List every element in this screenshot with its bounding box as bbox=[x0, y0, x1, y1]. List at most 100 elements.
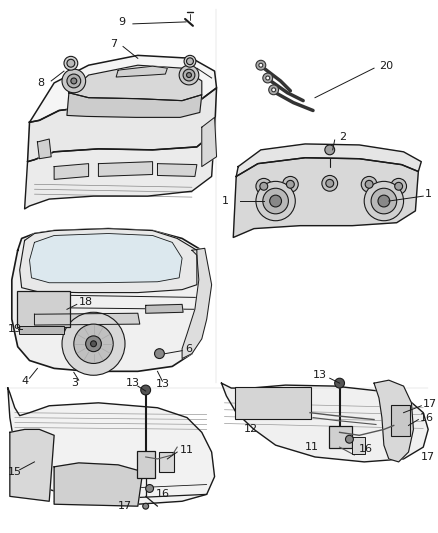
Polygon shape bbox=[29, 55, 216, 122]
Circle shape bbox=[263, 188, 288, 214]
Circle shape bbox=[155, 349, 164, 359]
Text: 13: 13 bbox=[155, 379, 170, 389]
Circle shape bbox=[62, 312, 125, 375]
Circle shape bbox=[256, 181, 295, 221]
Text: 13: 13 bbox=[126, 378, 140, 388]
Polygon shape bbox=[158, 164, 197, 176]
Circle shape bbox=[256, 60, 266, 70]
Circle shape bbox=[365, 180, 373, 188]
FancyBboxPatch shape bbox=[235, 387, 311, 418]
Circle shape bbox=[326, 180, 334, 187]
Circle shape bbox=[364, 181, 403, 221]
Polygon shape bbox=[69, 65, 202, 101]
Polygon shape bbox=[28, 88, 216, 161]
Circle shape bbox=[74, 324, 113, 364]
Circle shape bbox=[91, 341, 96, 347]
Circle shape bbox=[391, 179, 406, 194]
Polygon shape bbox=[116, 66, 167, 77]
Text: 12: 12 bbox=[244, 424, 258, 434]
Polygon shape bbox=[236, 144, 421, 176]
Circle shape bbox=[269, 85, 279, 95]
Circle shape bbox=[371, 188, 397, 214]
Text: 13: 13 bbox=[313, 370, 327, 380]
Text: 16: 16 bbox=[420, 413, 434, 423]
Text: 4: 4 bbox=[21, 376, 29, 386]
Circle shape bbox=[263, 73, 273, 83]
Polygon shape bbox=[233, 158, 418, 238]
Circle shape bbox=[378, 195, 390, 207]
Circle shape bbox=[256, 179, 272, 194]
Text: 11: 11 bbox=[305, 442, 319, 452]
Circle shape bbox=[361, 176, 377, 192]
Circle shape bbox=[335, 378, 345, 388]
Text: 9: 9 bbox=[118, 17, 125, 27]
Circle shape bbox=[187, 72, 191, 77]
Circle shape bbox=[272, 88, 276, 92]
Text: 19: 19 bbox=[8, 324, 22, 334]
Circle shape bbox=[346, 435, 353, 443]
FancyBboxPatch shape bbox=[329, 426, 353, 448]
Circle shape bbox=[146, 484, 154, 492]
Circle shape bbox=[143, 503, 148, 509]
Circle shape bbox=[322, 175, 338, 191]
Polygon shape bbox=[222, 383, 428, 462]
Polygon shape bbox=[54, 463, 143, 506]
Text: 3: 3 bbox=[71, 378, 78, 388]
Circle shape bbox=[67, 74, 81, 88]
Circle shape bbox=[183, 69, 195, 81]
Circle shape bbox=[71, 78, 77, 84]
Polygon shape bbox=[67, 93, 202, 117]
Circle shape bbox=[266, 76, 270, 80]
Polygon shape bbox=[37, 139, 51, 159]
Text: 7: 7 bbox=[110, 38, 117, 49]
Circle shape bbox=[270, 195, 282, 207]
Text: 15: 15 bbox=[8, 467, 22, 477]
Circle shape bbox=[67, 59, 75, 67]
FancyBboxPatch shape bbox=[17, 290, 70, 327]
Text: 20: 20 bbox=[379, 61, 393, 71]
Polygon shape bbox=[99, 161, 152, 176]
FancyBboxPatch shape bbox=[137, 451, 155, 478]
FancyBboxPatch shape bbox=[352, 437, 365, 454]
Polygon shape bbox=[35, 313, 140, 325]
Circle shape bbox=[283, 176, 298, 192]
Polygon shape bbox=[29, 233, 182, 282]
Polygon shape bbox=[146, 304, 183, 313]
Circle shape bbox=[141, 385, 151, 395]
Text: 1: 1 bbox=[425, 189, 432, 199]
Text: 1: 1 bbox=[221, 196, 228, 206]
Circle shape bbox=[325, 145, 335, 155]
Circle shape bbox=[286, 180, 294, 188]
Circle shape bbox=[260, 182, 268, 190]
Circle shape bbox=[184, 55, 196, 67]
Text: 2: 2 bbox=[339, 132, 347, 142]
Text: 17: 17 bbox=[118, 501, 132, 511]
Text: 17: 17 bbox=[423, 399, 438, 409]
Circle shape bbox=[179, 65, 199, 85]
Circle shape bbox=[86, 336, 101, 352]
Polygon shape bbox=[182, 248, 212, 359]
Circle shape bbox=[187, 58, 194, 64]
Polygon shape bbox=[202, 117, 216, 167]
Text: 16: 16 bbox=[155, 489, 170, 499]
Circle shape bbox=[62, 69, 86, 93]
Polygon shape bbox=[8, 388, 215, 504]
Text: 11: 11 bbox=[180, 445, 194, 455]
Polygon shape bbox=[12, 229, 207, 372]
Text: 8: 8 bbox=[37, 78, 45, 88]
Text: 17: 17 bbox=[421, 452, 435, 462]
Circle shape bbox=[64, 56, 78, 70]
Text: 6: 6 bbox=[185, 344, 192, 354]
FancyBboxPatch shape bbox=[19, 326, 64, 334]
Polygon shape bbox=[54, 164, 88, 180]
FancyBboxPatch shape bbox=[159, 451, 174, 472]
Polygon shape bbox=[20, 229, 197, 293]
Polygon shape bbox=[10, 430, 54, 501]
Text: 16: 16 bbox=[359, 444, 373, 454]
FancyBboxPatch shape bbox=[391, 405, 410, 436]
Polygon shape bbox=[374, 380, 413, 462]
Polygon shape bbox=[25, 132, 215, 209]
Circle shape bbox=[395, 182, 403, 190]
Circle shape bbox=[259, 63, 263, 67]
Text: 18: 18 bbox=[79, 297, 93, 308]
